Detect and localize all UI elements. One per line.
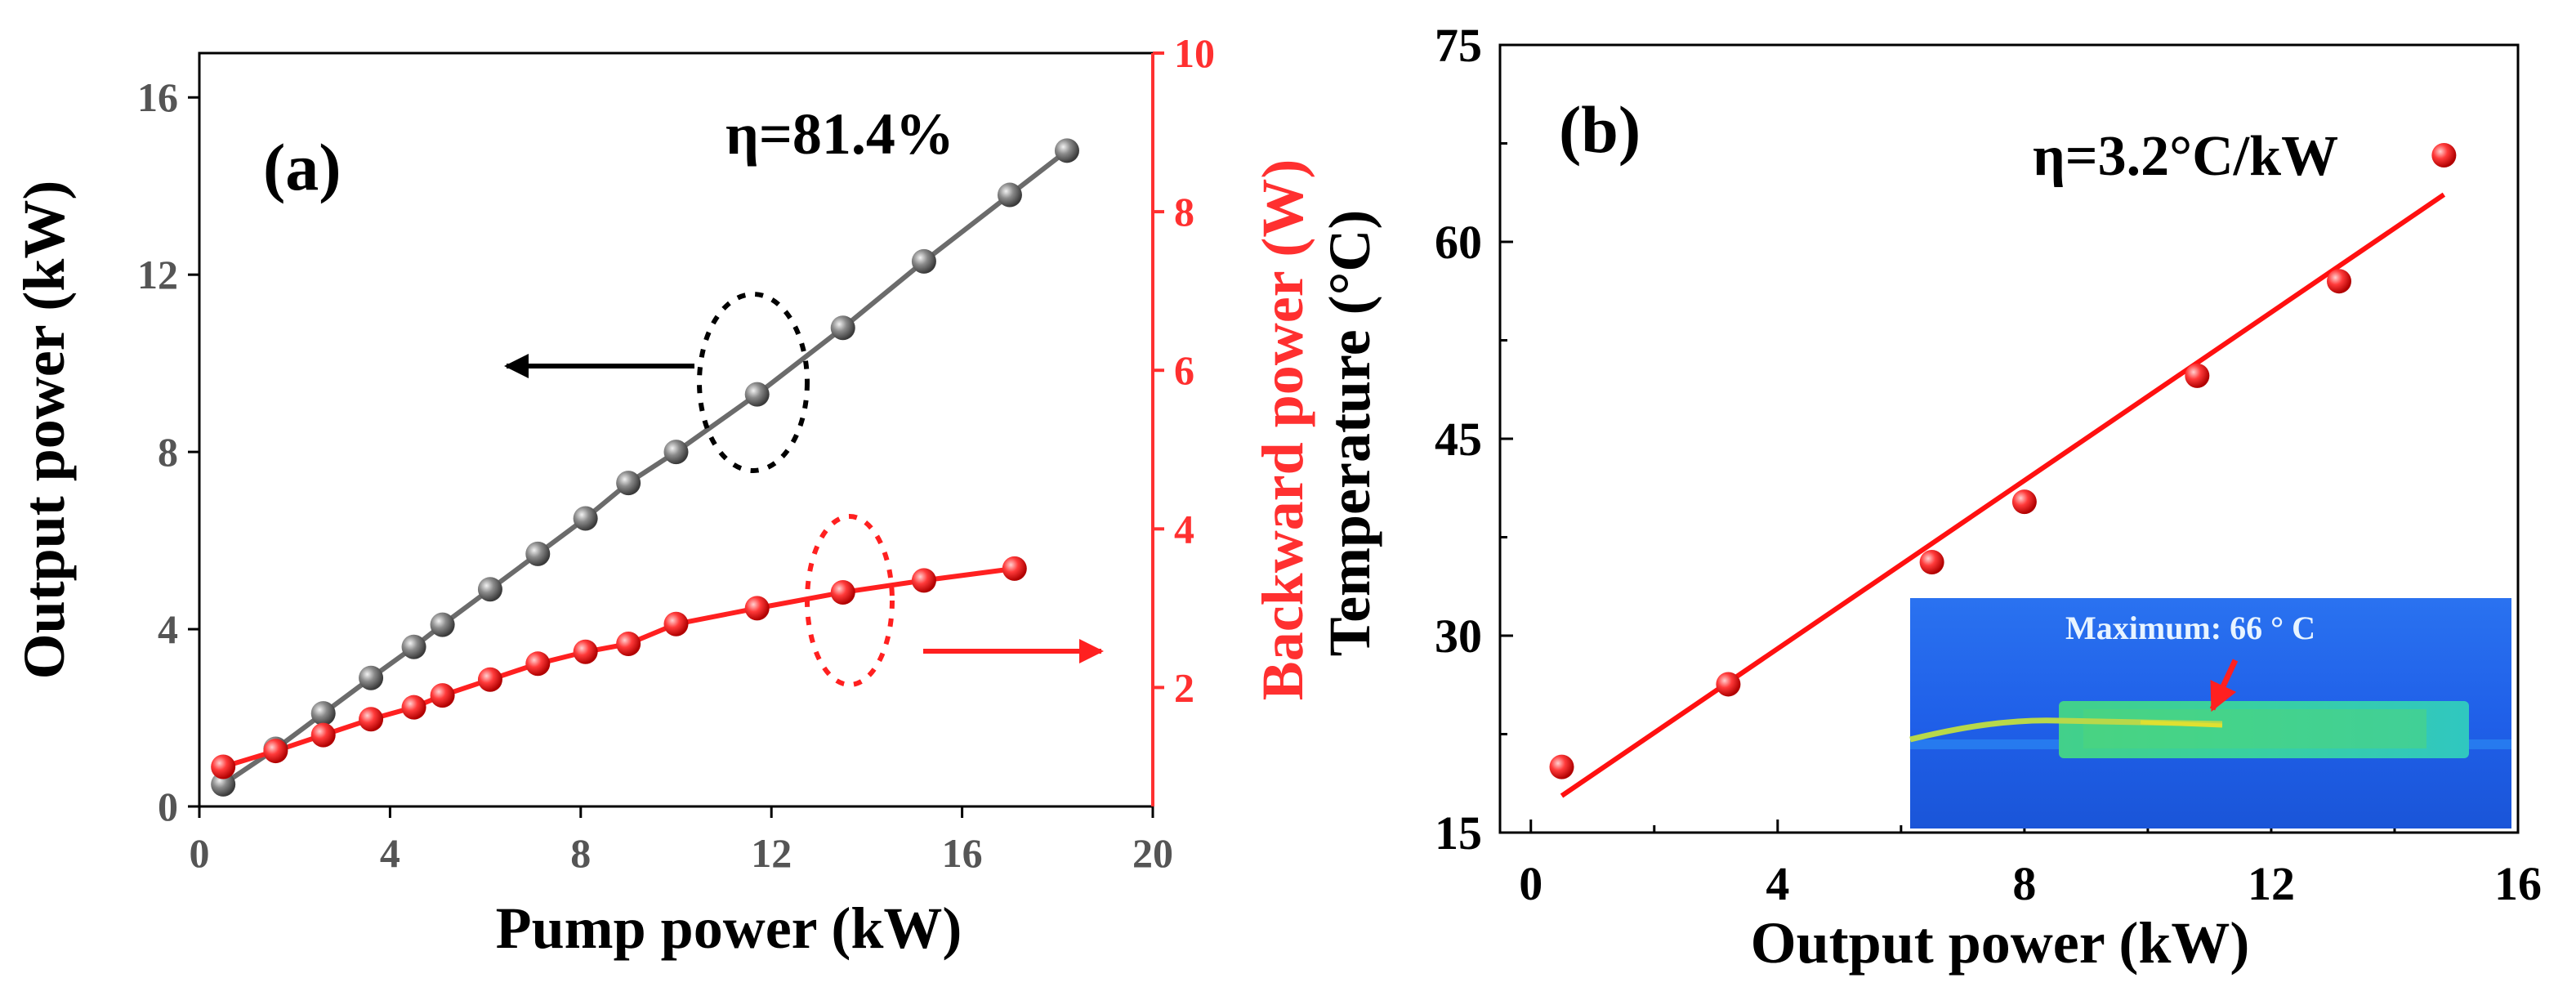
x-axis-label-b: Output power (kW): [1751, 910, 2250, 976]
x-tick-label-b-1: 4: [1766, 857, 1789, 910]
output-point: [310, 701, 336, 726]
series-line-backward: [222, 565, 1016, 770]
output-point: [911, 248, 936, 274]
output-point: [211, 771, 236, 797]
output-point: [830, 315, 855, 341]
chart-b: 0 4 8 12 16 15 30 45 60 75 Maximum: 66 ° C (b) η…: [1317, 19, 2542, 976]
efficiency-annotation-b: η=3.2°C/kW: [2033, 125, 2338, 188]
backward-point: [211, 754, 236, 779]
temperature-point: [1919, 550, 1944, 575]
x-tick-label-a-4: 16: [942, 830, 983, 876]
y-tick-label-b-2: 45: [1435, 413, 1482, 466]
backward-point: [525, 651, 551, 677]
y2-tick-label-a-0: 2: [1174, 664, 1194, 710]
x-tick-label-b-3: 12: [2248, 857, 2295, 910]
panel-label-b: (b): [1559, 92, 1641, 167]
temperature-point: [1549, 754, 1574, 779]
y-tick-label-b-3: 60: [1435, 216, 1482, 269]
inset-label: Maximum: 66 ° C: [2065, 610, 2315, 646]
x-tick-label-b-2: 8: [2012, 857, 2036, 910]
backward-point: [359, 707, 384, 732]
y-axis-label-b: Temperature (°C): [1317, 210, 1382, 657]
inset-hotspot: [2140, 720, 2223, 728]
temperature-point: [2185, 363, 2210, 388]
output-point: [997, 182, 1022, 208]
x-axis-label-a: Pump power (kW): [496, 896, 962, 961]
output-point: [573, 506, 598, 531]
y-tick-label-a-1: 4: [158, 606, 178, 652]
backward-point: [616, 632, 641, 657]
backward-point: [744, 596, 770, 621]
backward-point: [1002, 556, 1027, 581]
thermal-image-inset: Maximum: 66 ° C: [1909, 598, 2511, 829]
x-tick-label-a-2: 8: [570, 830, 591, 876]
dashed-ellipse-backward: [805, 514, 895, 687]
temperature-point: [2327, 269, 2352, 294]
backward-point: [401, 695, 426, 720]
backward-point: [477, 667, 502, 692]
plot-frame-a: [198, 51, 1154, 808]
fit-line: [1560, 192, 2446, 798]
temperature-point: [2431, 142, 2457, 167]
output-point: [359, 665, 384, 690]
temperature-point: [2011, 489, 2037, 515]
output-point: [744, 382, 770, 407]
backward-point: [430, 683, 455, 708]
temperature-point: [1716, 672, 1741, 697]
inset-device-inner: [2083, 709, 2426, 748]
output-point: [616, 471, 641, 496]
inset-arrow-icon: [2209, 659, 2239, 712]
chart-a: 0 4 8 12 16 20 0 4 8 12 16 2 4 6 8 10 (a) η=81.4% Pum…: [11, 30, 1315, 961]
output-point: [1054, 138, 1079, 163]
x-tick-label-a-5: 20: [1132, 830, 1173, 876]
y-tick-label-a-0: 0: [158, 784, 178, 829]
y-tick-label-a-4: 16: [137, 74, 178, 120]
y-tick-label-a-2: 8: [158, 429, 178, 475]
efficiency-annotation-a: η=81.4%: [725, 101, 954, 167]
panel-label-a: (a): [263, 130, 342, 204]
output-point: [430, 612, 455, 637]
y2-tick-label-a-2: 6: [1174, 347, 1194, 393]
backward-point: [573, 639, 598, 664]
dashed-ellipse-output: [697, 292, 810, 473]
backward-point: [310, 722, 336, 748]
y2-axis-label-a: Backward power (W): [1250, 159, 1315, 701]
backward-point: [263, 739, 288, 764]
output-point: [525, 541, 551, 566]
output-point: [401, 634, 426, 659]
backward-point: [663, 611, 689, 636]
x-tick-label-a-1: 4: [380, 830, 400, 876]
x-tick-label-a-0: 0: [190, 830, 210, 876]
output-point: [663, 440, 689, 465]
y-axis-label-a: Output power (kW): [11, 181, 77, 680]
y2-tick-label-a-1: 4: [1174, 506, 1194, 552]
backward-point: [911, 568, 936, 593]
series-line-output: [221, 148, 1069, 787]
output-point: [477, 577, 502, 602]
y-tick-label-a-3: 12: [137, 252, 178, 297]
backward-point: [830, 579, 855, 605]
y-tick-label-b-0: 15: [1435, 806, 1482, 860]
y2-tick-label-a-4: 10: [1174, 30, 1215, 76]
y-tick-label-b-4: 75: [1435, 19, 1482, 72]
y-tick-label-b-1: 30: [1435, 610, 1482, 663]
x-tick-label-b-4: 16: [2494, 857, 2542, 910]
y2-tick-label-a-3: 8: [1174, 189, 1194, 234]
x-tick-label-b-0: 0: [1519, 857, 1542, 910]
x-tick-label-a-3: 12: [751, 830, 792, 876]
inset-fiber: [1909, 717, 2223, 743]
